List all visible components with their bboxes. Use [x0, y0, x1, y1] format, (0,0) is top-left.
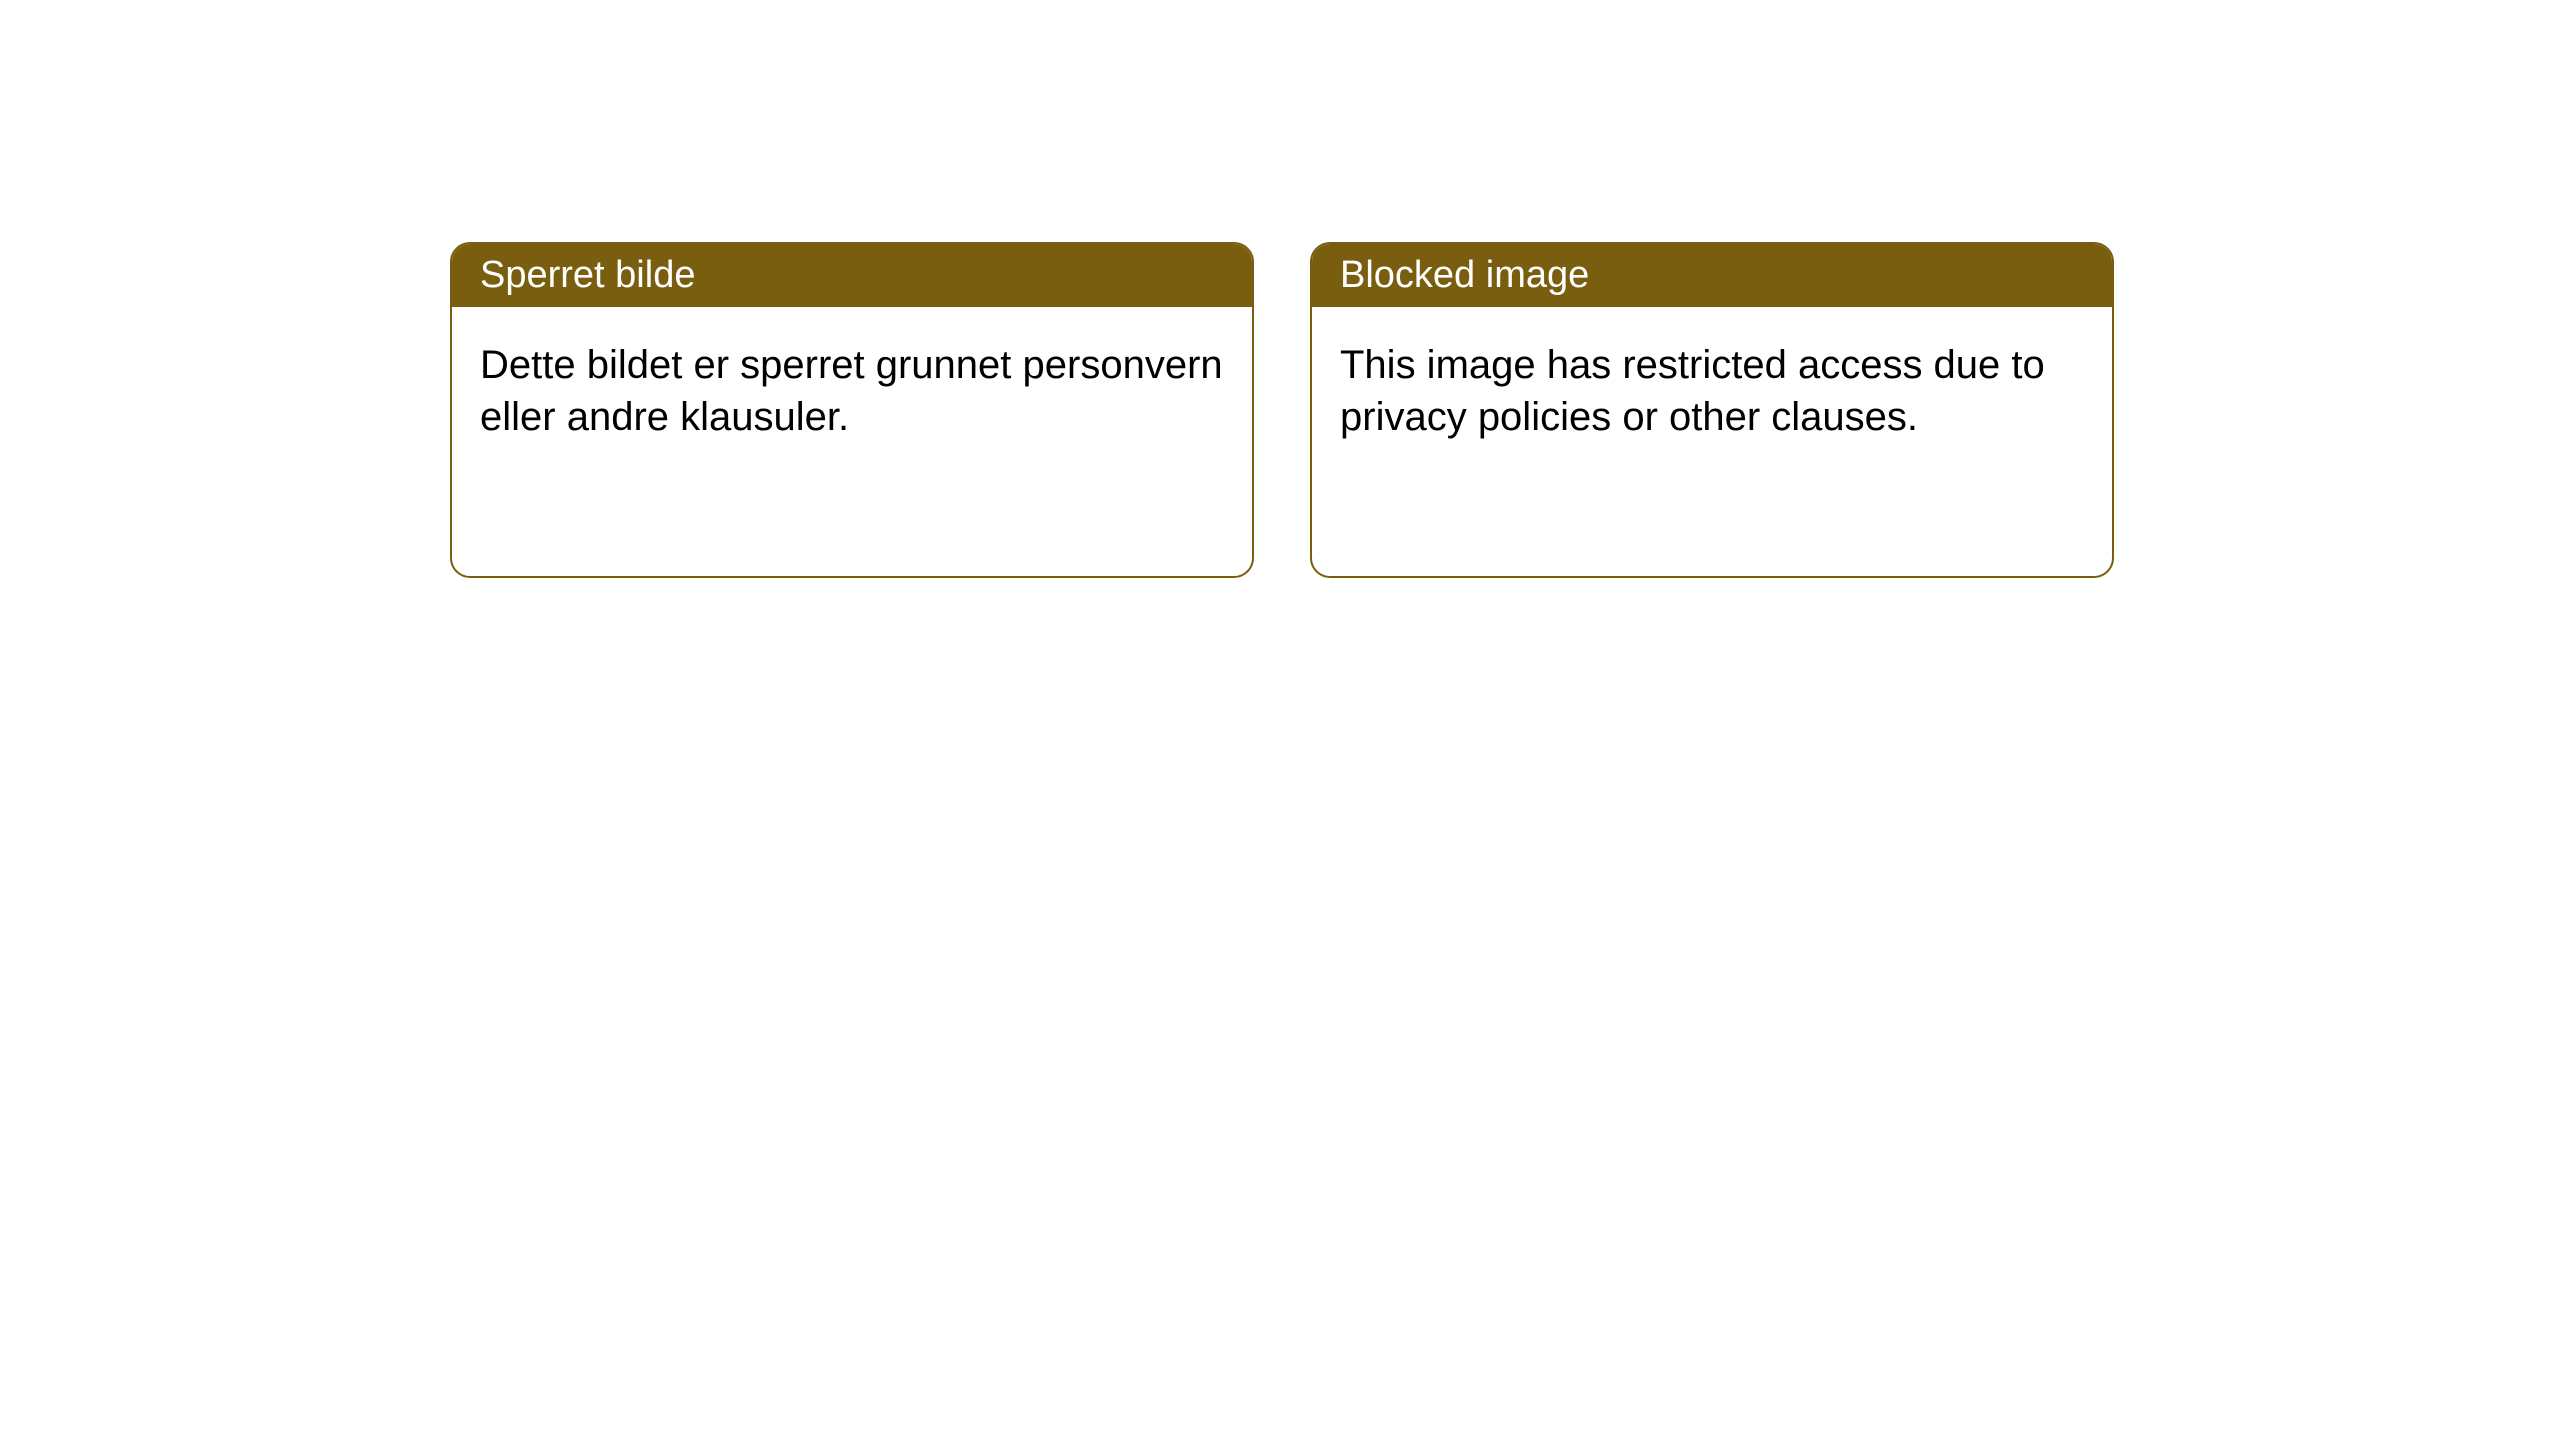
notice-card-english: Blocked image This image has restricted …	[1310, 242, 2114, 578]
notice-header: Sperret bilde	[452, 244, 1252, 307]
notice-container: Sperret bilde Dette bildet er sperret gr…	[450, 242, 2114, 578]
notice-body: This image has restricted access due to …	[1312, 307, 2112, 475]
notice-body: Dette bildet er sperret grunnet personve…	[452, 307, 1252, 475]
notice-card-norwegian: Sperret bilde Dette bildet er sperret gr…	[450, 242, 1254, 578]
notice-title: Blocked image	[1340, 254, 1589, 296]
notice-message: Dette bildet er sperret grunnet personve…	[480, 343, 1223, 439]
notice-message: This image has restricted access due to …	[1340, 343, 2045, 439]
notice-header: Blocked image	[1312, 244, 2112, 307]
notice-title: Sperret bilde	[480, 254, 695, 296]
